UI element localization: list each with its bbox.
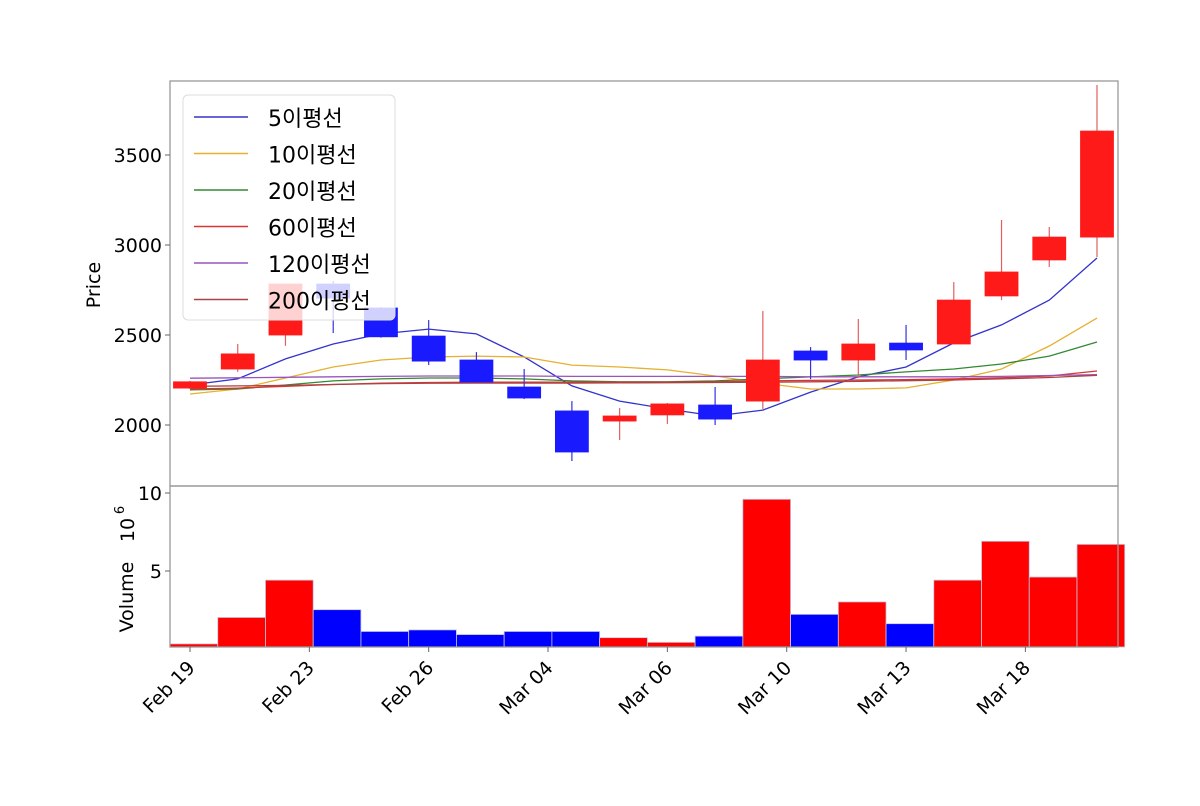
- volume-bar: [599, 637, 648, 648]
- candle: [459, 352, 494, 383]
- price-tick-label: 3000: [114, 235, 162, 257]
- x-tick-label: Mar 18: [973, 657, 1035, 719]
- volume-axis-label: Volume: [116, 562, 138, 633]
- volume-tick-label: 5: [150, 561, 162, 583]
- legend-label: 200이평선: [268, 290, 371, 315]
- ma-line-0: [189, 257, 1098, 417]
- volume-bar: [742, 498, 791, 648]
- candle: [507, 369, 542, 400]
- candle: [698, 387, 733, 425]
- volume-tick-label: 10: [138, 483, 162, 505]
- candle: [602, 408, 637, 440]
- candle: [650, 403, 685, 424]
- volume-bar: [312, 609, 362, 648]
- volume-bar: [456, 634, 505, 648]
- x-tick-label: Mar 04: [495, 657, 557, 719]
- legend-label: 10이평선: [268, 144, 357, 169]
- ma-line-5: [189, 374, 1098, 387]
- candle: [889, 324, 923, 361]
- volume-bar: [551, 631, 601, 648]
- price-axis-label: Price: [83, 262, 105, 308]
- volume-bar: [646, 641, 696, 648]
- volume-bar: [1028, 576, 1078, 648]
- volume-panel: [169, 498, 1126, 648]
- volume-exponent-superscript: 6: [113, 506, 128, 514]
- candle: [936, 282, 971, 345]
- x-tick-label: Feb 23: [258, 657, 319, 718]
- volume-bar: [837, 601, 887, 648]
- x-tick-label: Mar 06: [615, 657, 677, 719]
- volume-bar: [790, 613, 839, 648]
- x-tick-label: Mar 10: [734, 657, 796, 719]
- candle: [1032, 227, 1067, 267]
- legend: 5이평선 10이평선 20이평선 60이평선 120이평선 200이평선: [182, 94, 396, 321]
- volume-bar: [360, 631, 410, 648]
- volume-bar: [981, 540, 1030, 648]
- candle: [745, 311, 780, 409]
- volume-bar: [694, 635, 744, 648]
- ma-line-1: [189, 317, 1098, 395]
- volume-bar: [408, 629, 457, 648]
- x-tick-label: Feb 19: [139, 657, 200, 718]
- ma-line-4: [189, 373, 1098, 379]
- volume-bar: [217, 617, 266, 648]
- volume-axes-frame: [169, 485, 1119, 648]
- candle: [173, 380, 207, 389]
- price-tick-label: 3500: [114, 145, 162, 167]
- volume-exponent-label: 10: [117, 518, 139, 542]
- candle: [841, 318, 876, 379]
- volume-bar: [503, 631, 553, 648]
- x-tick-label: Feb 26: [378, 657, 439, 718]
- volume-bar: [1076, 543, 1126, 648]
- volume-bar: [885, 623, 935, 648]
- candle: [793, 347, 828, 380]
- price-tick-label: 2000: [114, 415, 162, 437]
- candle: [220, 344, 255, 372]
- price-tick-label: 2500: [114, 325, 162, 347]
- x-tick-label: Mar 13: [853, 657, 915, 719]
- legend-label: 60이평선: [268, 217, 357, 242]
- candle: [411, 320, 446, 366]
- legend-label: 120이평선: [268, 253, 371, 278]
- volume-bar: [933, 579, 982, 648]
- candle: [1080, 84, 1114, 258]
- candle: [984, 219, 1019, 301]
- volume-bar: [265, 579, 314, 648]
- candle: [554, 401, 589, 461]
- legend-label: 20이평선: [268, 180, 357, 205]
- legend-label: 5이평선: [268, 107, 343, 132]
